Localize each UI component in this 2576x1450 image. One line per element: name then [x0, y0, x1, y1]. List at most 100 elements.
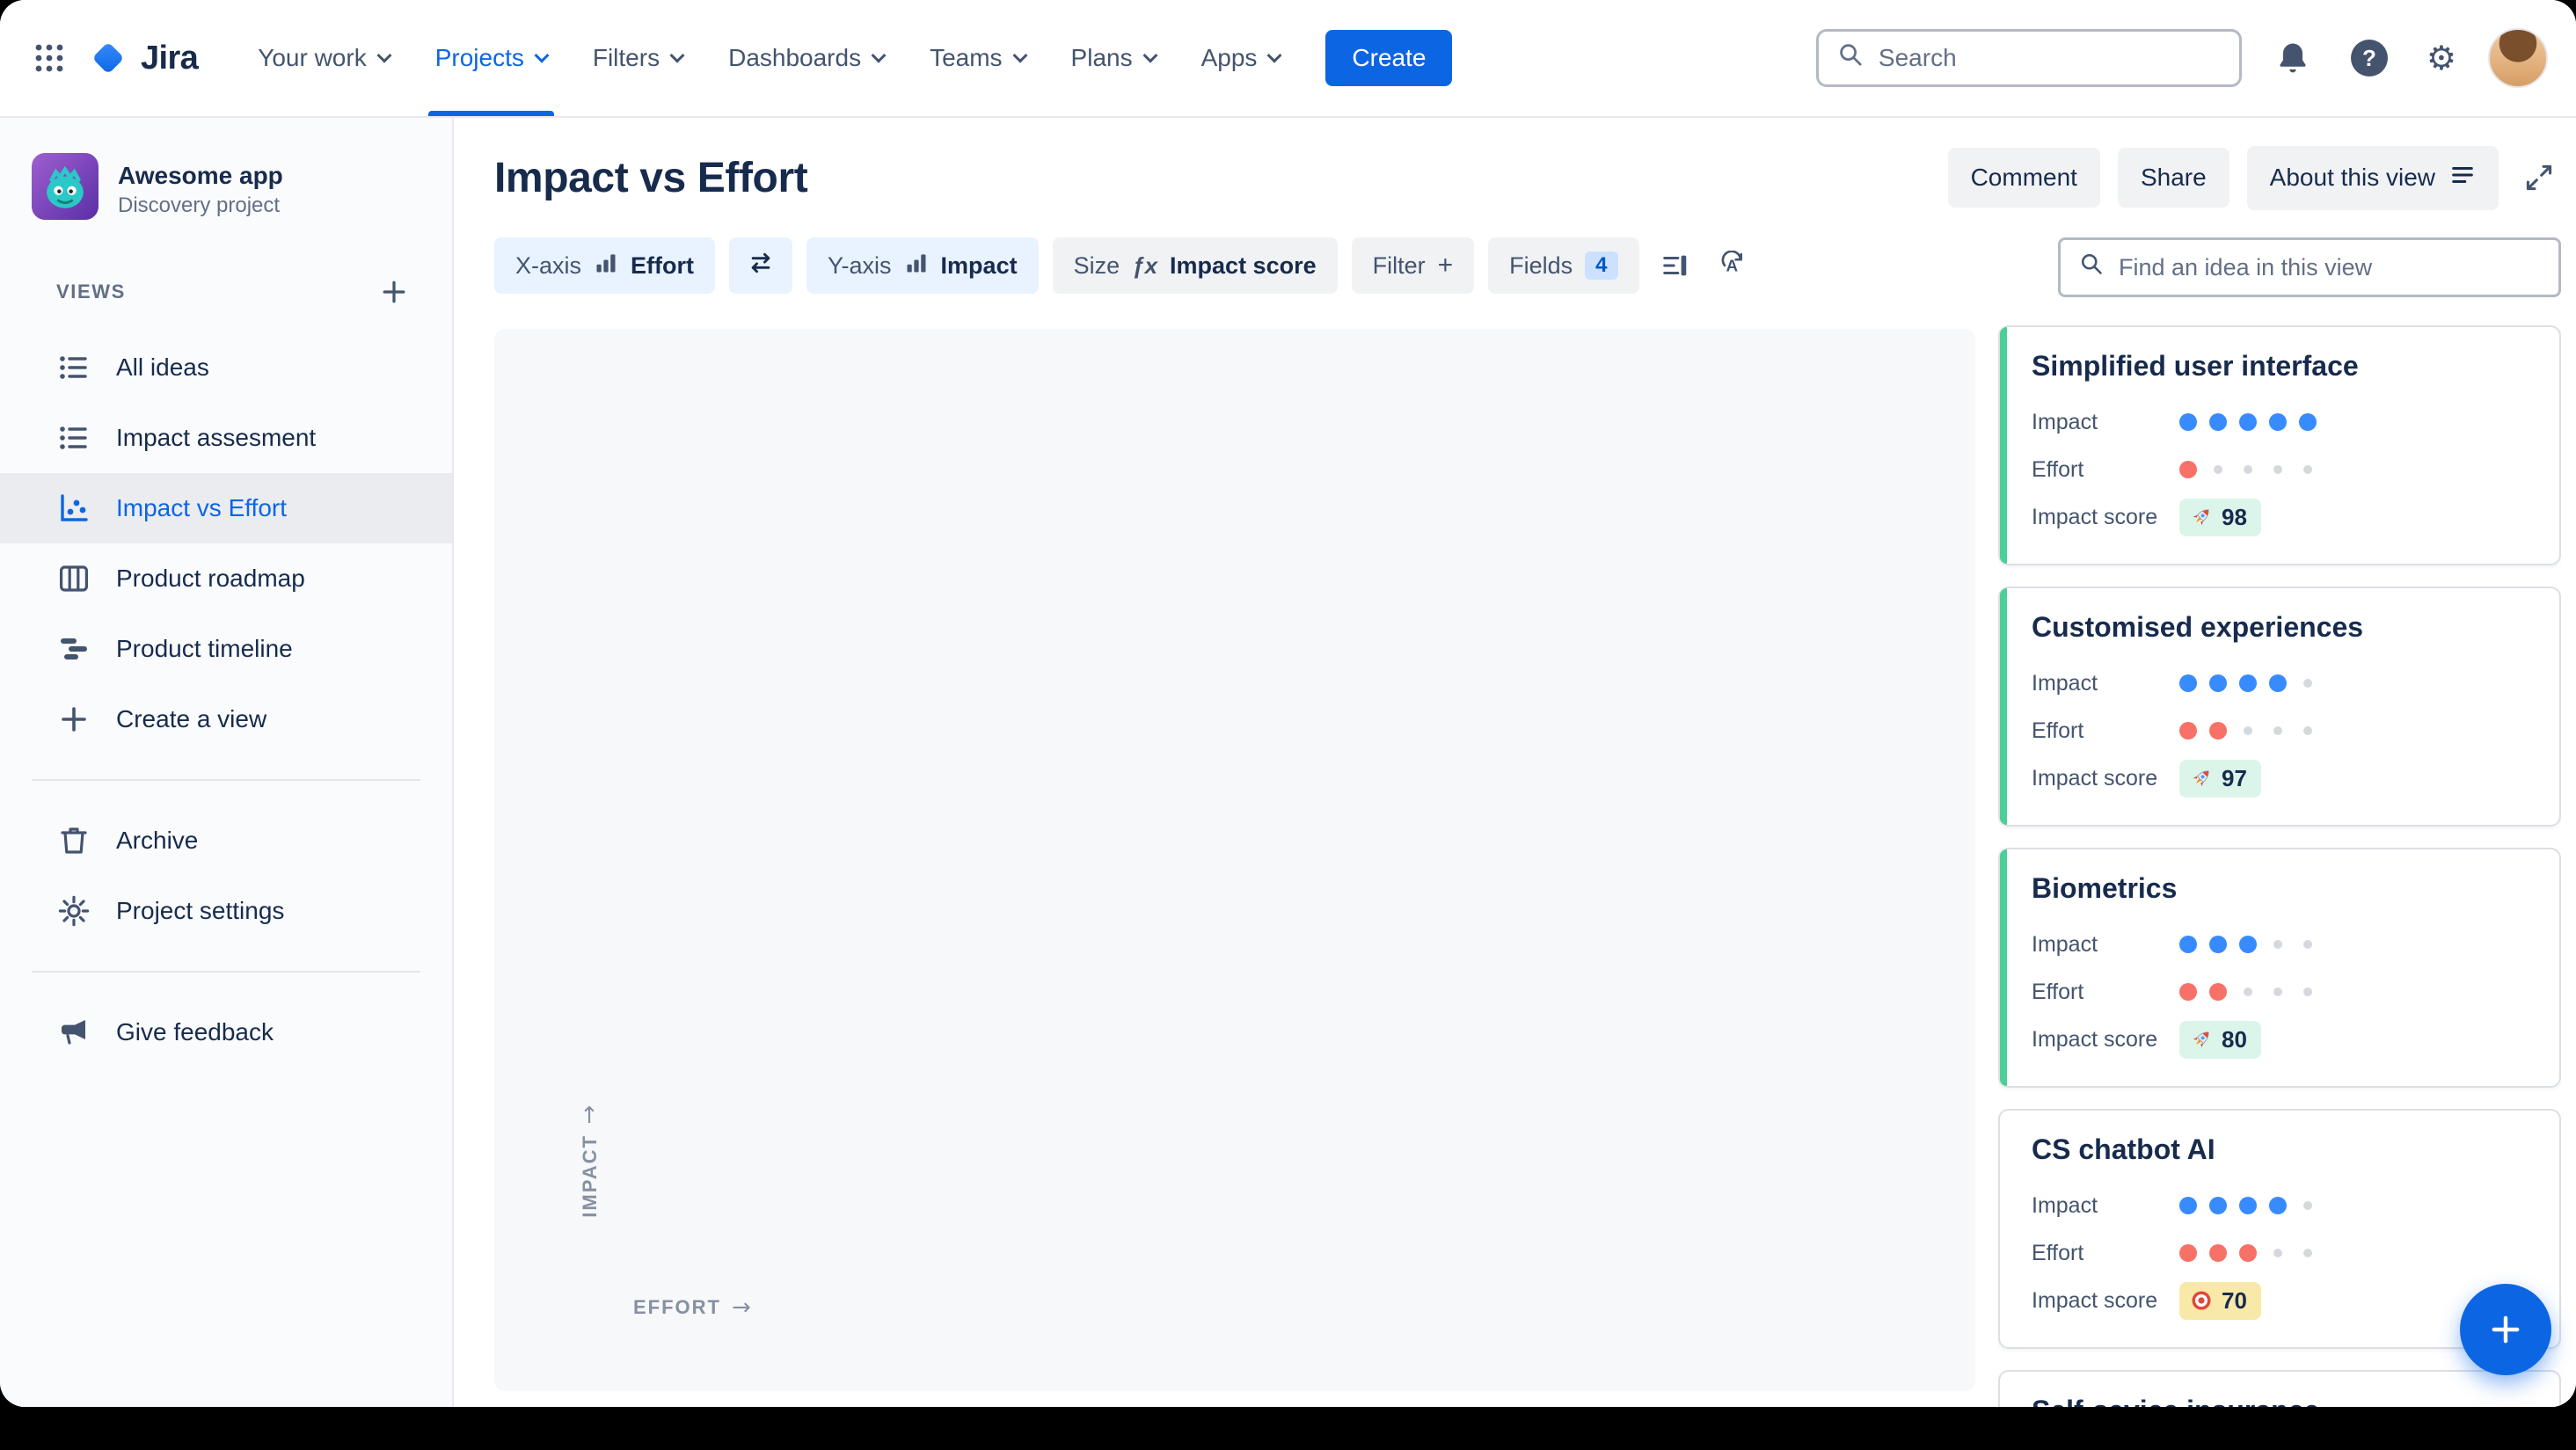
find-idea-search[interactable]: [2058, 237, 2561, 297]
views-list: All ideas Impact assesment Impact vs Effor…: [0, 332, 452, 754]
fields-chip[interactable]: Fields 4: [1488, 237, 1639, 294]
list-icon: [56, 350, 91, 385]
idea-field-label: Impact: [2032, 409, 2098, 434]
rating-dot: [2179, 1197, 2197, 1214]
notifications-bell-icon[interactable]: [2266, 32, 2319, 84]
nav-item-teams[interactable]: Teams: [916, 0, 1039, 116]
x-axis-chip[interactable]: X-axis Effort: [494, 237, 715, 294]
sidebar-item-project-settings[interactable]: Project settings: [0, 876, 452, 946]
idea-card[interactable]: Customised experiences Impact Effort Impact…: [1998, 587, 2561, 827]
sidebar-item-label: Product roadmap: [116, 565, 305, 592]
auto-sort-icon[interactable]: A: [1711, 244, 1755, 288]
filter-chip[interactable]: Filter +: [1351, 237, 1475, 294]
rating-dot: [2179, 722, 2197, 740]
project-name: Awesome app: [118, 162, 283, 189]
create-idea-fab[interactable]: [2460, 1284, 2551, 1375]
share-button[interactable]: Share: [2117, 148, 2229, 208]
nav-item-label: Projects: [434, 44, 524, 71]
add-view-icon[interactable]: [371, 269, 417, 315]
sidebar-item-label: Product timeline: [116, 635, 293, 662]
jira-logo-icon: [94, 44, 122, 72]
sidebar-item-label: Impact assesment: [116, 424, 317, 451]
user-avatar[interactable]: [2488, 28, 2548, 88]
swap-axes-button[interactable]: [729, 237, 792, 294]
idea-field-label: Effort: [2032, 718, 2084, 743]
swap-arrows-icon: [747, 249, 775, 283]
idea-impact-row: Impact: [2032, 921, 2531, 968]
jira-logo[interactable]: Jira: [88, 38, 199, 78]
sidebar-item-archive[interactable]: Archive: [0, 805, 452, 876]
project-type: Discovery project: [118, 193, 281, 217]
rating-dot: [2179, 1244, 2197, 1262]
project-header[interactable]: Awesome app Discovery project: [0, 153, 452, 227]
impact-score-value: 70: [2222, 1286, 2247, 1314]
idea-field-label: Effort: [2032, 1240, 2084, 1265]
y-axis-chip[interactable]: Y-axis Impact: [806, 237, 1039, 294]
trash-icon: [56, 823, 91, 858]
sidebar-item-product-timeline[interactable]: Product timeline: [0, 614, 452, 684]
rating-dots: [2179, 461, 2329, 478]
sidebar-item-impact-assesment[interactable]: Impact assesment: [0, 403, 452, 473]
rating-dots: [2179, 936, 2329, 953]
impact-score-value: 97: [2222, 764, 2247, 791]
project-sidebar: Awesome app Discovery project VIEWS All …: [0, 118, 454, 1407]
settings-gear-icon[interactable]: ⚙: [2419, 34, 2463, 82]
about-this-view-button[interactable]: About this view: [2246, 145, 2499, 210]
fullscreen-expand-icon[interactable]: [2516, 155, 2562, 200]
idea-card[interactable]: Self-sevice insuranceImpact: [1998, 1370, 2561, 1407]
rating-dot: [2239, 413, 2257, 431]
rating-dot: [2209, 936, 2227, 953]
idea-title: Biometrics: [2032, 872, 2178, 904]
create-button[interactable]: Create: [1325, 30, 1453, 86]
group-rows-icon[interactable]: [1653, 244, 1697, 288]
app-switcher-icon[interactable]: [25, 33, 74, 83]
menu-lines-icon: [2449, 162, 2476, 194]
nav-item-your-work[interactable]: Your work: [244, 0, 403, 116]
sidebar-footer-list: Archive Project settings: [0, 805, 452, 946]
nav-item-dashboards[interactable]: Dashboards: [714, 0, 898, 116]
global-search[interactable]: [1815, 29, 2242, 87]
nav-item-label: Dashboards: [728, 44, 862, 71]
idea-score-row: Impact score 97: [2032, 754, 2531, 802]
ideas-panel: Simplified user interface Impact Effort Imp…: [1998, 237, 2561, 1407]
sidebar-item-impact-vs-effort[interactable]: Impact vs Effort: [0, 473, 452, 543]
list-icon: [56, 420, 91, 455]
rating-dot: [2209, 1197, 2227, 1214]
idea-card[interactable]: Simplified user interface Impact Effort Imp…: [1998, 325, 2561, 565]
global-search-input[interactable]: [1878, 44, 2222, 72]
sidebar-item-give-feedback[interactable]: Give feedback: [0, 997, 452, 1067]
rating-dot: [2303, 940, 2312, 949]
sidebar-item-all-ideas[interactable]: All ideas: [0, 332, 452, 403]
rating-dot: [2244, 987, 2252, 996]
x-axis-title: EFFORT →: [633, 1294, 753, 1321]
sidebar-item-create-a-view[interactable]: Create a view: [0, 684, 452, 754]
chart-toolbar: X-axis Effort Y-axis Impact: [494, 237, 1975, 294]
idea-field-label: Impact score: [2032, 765, 2158, 791]
chevron-down-icon: [669, 47, 685, 63]
nav-item-projects[interactable]: Projects: [421, 0, 561, 116]
comment-button[interactable]: Comment: [1947, 148, 2100, 208]
nav-item-plans[interactable]: Plans: [1057, 0, 1170, 116]
rating-dot: [2244, 726, 2252, 735]
rating-dot: [2239, 936, 2257, 953]
find-idea-input[interactable]: [2119, 253, 2541, 281]
idea-score-row: Impact score 98: [2032, 493, 2531, 541]
rating-dots: [2179, 674, 2329, 692]
idea-card[interactable]: Biometrics Impact Effort Impact score 80: [1998, 848, 2561, 1088]
nav-item-label: Teams: [930, 44, 1003, 71]
rating-dot: [2179, 413, 2197, 431]
idea-title: Customised experiences: [2032, 611, 2364, 643]
sidebar-item-product-roadmap[interactable]: Product roadmap: [0, 543, 452, 614]
rating-dot: [2299, 413, 2317, 431]
gear-icon: [56, 893, 91, 929]
nav-item-apps[interactable]: Apps: [1187, 0, 1295, 116]
nav-item-label: Apps: [1200, 44, 1258, 71]
impact-effort-chart[interactable]: ↑ IMPACT EFFORT →: [494, 329, 1975, 1391]
size-chip[interactable]: Size ƒx Impact score: [1052, 237, 1338, 294]
nav-item-filters[interactable]: Filters: [579, 0, 697, 116]
help-icon[interactable]: ?: [2344, 33, 2395, 84]
y-axis-title: ↑ IMPACT: [579, 1103, 601, 1218]
rating-dot: [2273, 465, 2282, 474]
plus-icon: [2492, 1315, 2520, 1344]
rating-dots: [2179, 1197, 2329, 1214]
